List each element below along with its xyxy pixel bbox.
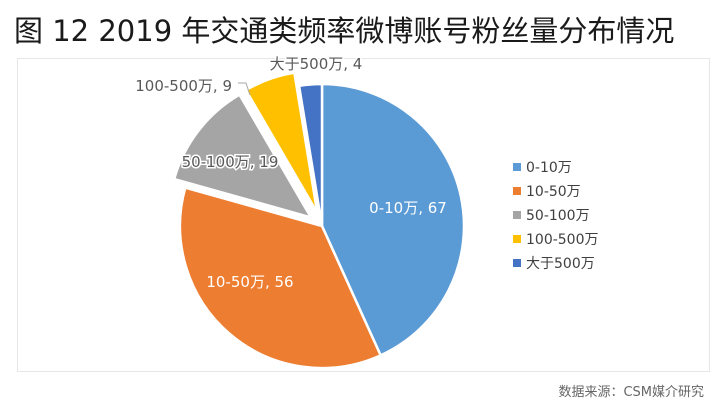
data-label-1: 0-10万, 67 xyxy=(369,199,447,217)
legend-label-2: 10-50万 xyxy=(526,184,581,200)
pie-slice-1 xyxy=(320,82,466,357)
pie-slice-4 xyxy=(244,71,319,215)
data-label-4: 100-500万, 9 xyxy=(135,77,232,95)
legend-label-4: 100-500万 xyxy=(526,232,599,248)
leader-line xyxy=(238,82,251,96)
pie-slice-2 xyxy=(178,186,382,370)
data-label-5: 大于500万, 4 xyxy=(270,55,363,73)
legend-label-5: 大于500万 xyxy=(526,256,595,272)
chart-title: 图 12 2019 年交通类频率微博账号粉丝量分布情况 xyxy=(14,14,675,48)
legend-label-3: 50-100万 xyxy=(526,208,590,224)
legend-swatch-4 xyxy=(513,235,521,243)
data-source-note: 数据来源：CSM媒介研究 xyxy=(558,385,704,400)
pie-slice-3 xyxy=(172,93,313,219)
legend-label-1: 0-10万 xyxy=(526,160,572,176)
data-label-2: 10-50万, 56 xyxy=(206,273,293,291)
pie-slice-5 xyxy=(297,82,324,228)
legend-swatch-2 xyxy=(513,187,521,195)
legend-swatch-3 xyxy=(513,211,521,219)
legend-swatch-1 xyxy=(513,163,521,171)
legend-swatch-5 xyxy=(513,259,521,267)
data-label-3: 50-100万, 19 xyxy=(182,153,279,171)
